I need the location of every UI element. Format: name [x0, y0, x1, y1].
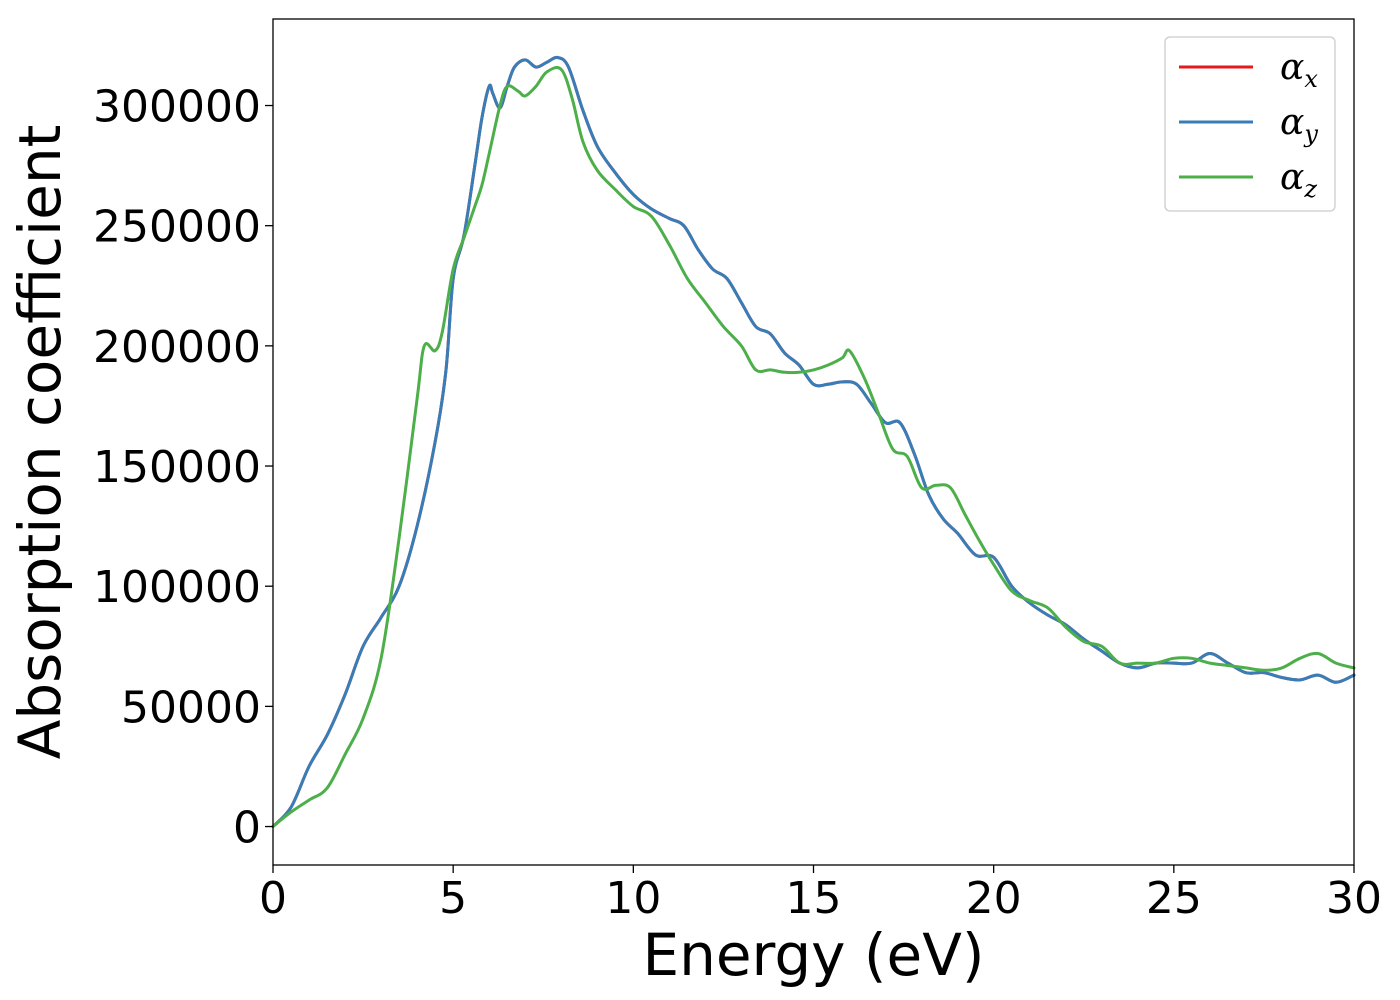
y-tick-label: 150000 — [93, 442, 261, 493]
x-tick-label: 25 — [1146, 873, 1202, 924]
x-tick-label: 0 — [259, 873, 287, 924]
y-axis-title: Absorption coefficient — [6, 125, 74, 760]
legend: αx αy αz — [1164, 36, 1336, 212]
y-tick-label: 100000 — [93, 562, 261, 613]
x-tick-label: 20 — [966, 873, 1022, 924]
series-layer — [271, 55, 1356, 828]
x-axis-title: Energy (eV) — [642, 921, 984, 989]
x-axis-ticks: 0 5 10 15 20 25 30 — [259, 865, 1382, 924]
legend-label-x: αx — [1280, 47, 1318, 93]
y-tick-label: 50000 — [121, 682, 261, 733]
series-line-z — [271, 66, 1356, 828]
legend-label-y: αy — [1280, 102, 1318, 148]
x-tick-label: 10 — [605, 873, 661, 924]
legend-box — [1164, 36, 1336, 212]
y-axis-ticks: 0 50000 100000 150000 200000 250000 300000 — [93, 82, 273, 854]
y-tick-label: 300000 — [93, 82, 261, 133]
x-tick-label: 30 — [1326, 873, 1382, 924]
y-tick-label: 250000 — [93, 202, 261, 253]
legend-label-z: αz — [1280, 157, 1317, 203]
y-tick-label: 200000 — [93, 322, 261, 373]
y-tick-label: 0 — [233, 803, 261, 854]
x-tick-label: 15 — [786, 873, 842, 924]
x-tick-label: 5 — [439, 873, 467, 924]
